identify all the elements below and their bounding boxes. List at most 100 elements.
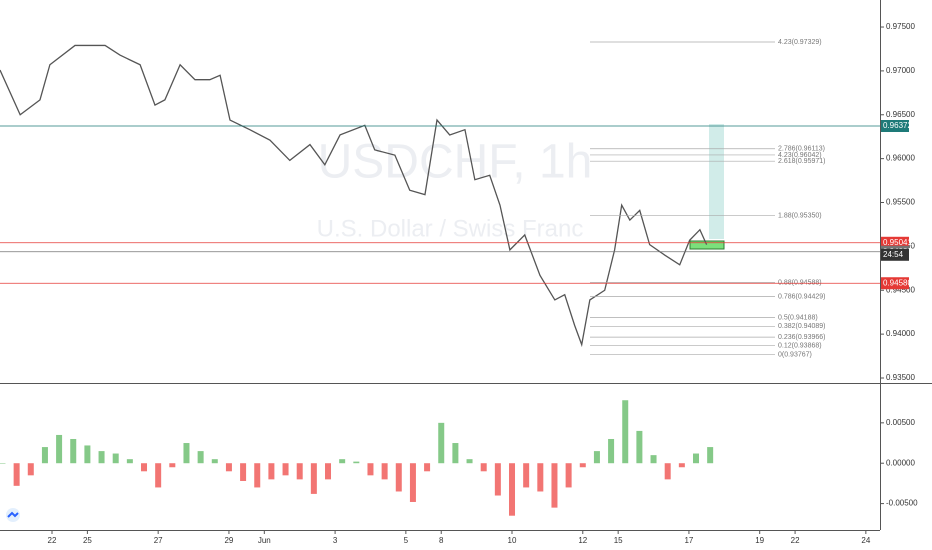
price-badge [881,277,909,290]
histogram-bar [579,463,586,468]
histogram-bar [480,463,487,472]
histogram-bar [155,463,162,488]
histogram-bar [693,453,700,464]
histogram-bar [169,463,176,468]
fib-label: 0.12(0.93868) [778,343,822,350]
watermark-sub: U.S. Dollar / Swiss Franc [317,215,584,242]
x-tick-label: 25 [83,536,92,545]
histogram-bar [409,463,416,502]
histogram-bar [183,443,190,464]
histogram-bar [27,463,34,476]
histogram-bar [296,463,303,480]
fib-label: 2.618(0.95971) [778,158,825,165]
histogram-bar [678,463,685,468]
y-tick-label: 0.00000 [886,458,915,467]
histogram-bar [650,455,657,464]
histogram-bar [310,463,317,494]
histogram-bar [268,463,275,480]
fib-label: 4.23(0.97329) [778,39,822,46]
position-zone [709,124,724,239]
x-tick-label: 27 [154,536,163,545]
histogram-bar [0,463,6,464]
x-tick-label: 15 [614,536,623,545]
histogram-bar [509,463,516,516]
countdown-badge [881,248,909,261]
watermark: USDCHF, 1h [318,136,593,189]
price-badge-label: 0.95041 [883,238,912,247]
y-tick-label: 0.96500 [886,110,915,119]
histogram-bar [282,463,289,476]
histogram-bar [367,463,374,476]
x-tick-label: 5 [404,536,409,545]
histogram-bar [240,463,247,481]
y-tick-label: 0.94500 [886,285,915,294]
countdown: 24:54 [883,250,904,259]
y-tick-label: -0.00500 [886,499,918,508]
y-tick-label: 0.94000 [886,329,915,338]
fib-label: 0.236(0.93966) [778,334,825,341]
histogram-bar [339,459,346,464]
histogram-bar [565,463,572,488]
histogram-bar [325,463,332,480]
x-tick-label: 12 [578,536,587,545]
y-tick-label: 0.96000 [886,154,915,163]
histogram-bar [197,451,204,464]
histogram-bar [636,430,643,464]
histogram-bar [70,438,77,464]
histogram-bar [211,459,218,464]
x-tick-label: 22 [791,536,800,545]
histogram-bar [537,463,544,492]
price-badge-label: 0.94580 [883,278,912,287]
y-tick-label: 0.97500 [886,22,915,31]
price-line [0,44,708,348]
price-badge [881,119,909,132]
histogram-bar [84,445,91,464]
histogram-bar [593,451,600,464]
histogram-bar [13,463,20,486]
histogram-bar [56,434,63,464]
x-tick-label: 29 [224,536,233,545]
histogram-bar [466,459,473,464]
histogram-bar [126,459,133,464]
histogram-bar [452,443,459,464]
histogram-bar [141,463,148,472]
fib-label: 0.786(0.94429) [778,293,825,300]
histogram-bar [494,463,501,496]
y-tick-label: 0.95500 [886,198,915,207]
x-tick-label: 19 [755,536,764,545]
y-tick-label: 0.00500 [886,418,915,427]
fib-label: 0.5(0.94188) [778,314,818,321]
histogram-bar [395,463,402,492]
histogram-bar [622,400,629,464]
histogram-bar [424,463,431,472]
x-tick-label: 22 [48,536,57,545]
histogram-bar [707,447,714,464]
histogram-bar [551,463,558,508]
x-tick-label: 17 [684,536,693,545]
fib-label: 4.23(0.96042) [778,152,822,159]
x-tick-label: 3 [333,536,338,545]
histogram-bar [608,438,615,464]
target-box [689,240,725,250]
histogram-bar [438,422,445,464]
x-tick-label: Jun [258,536,271,545]
fib-label: 0.382(0.94089) [778,323,825,330]
histogram-bar [523,463,530,488]
histogram-bar [254,463,261,488]
fib-label: 2.786(0.96113) [778,146,825,153]
x-tick-label: 8 [439,536,444,545]
y-tick-label: 0.93500 [886,373,915,382]
histogram-bar [353,461,360,464]
histogram-bar [41,447,48,464]
logo [6,508,20,522]
x-tick-label: 10 [508,536,517,545]
histogram-bar [225,463,232,472]
fib-label: 0(0.93767) [778,351,812,358]
price-badge-label: 0.96372 [883,121,912,130]
x-tick-label: 24 [861,536,870,545]
histogram-bar [98,451,105,464]
histogram-bar [664,463,671,480]
histogram-bar [381,463,388,480]
